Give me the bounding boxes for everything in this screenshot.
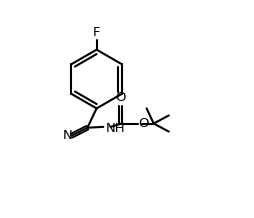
- Text: F: F: [93, 26, 100, 39]
- Text: NH: NH: [105, 122, 125, 135]
- Text: N: N: [63, 129, 73, 142]
- Text: O: O: [139, 117, 149, 130]
- Text: O: O: [115, 91, 126, 104]
